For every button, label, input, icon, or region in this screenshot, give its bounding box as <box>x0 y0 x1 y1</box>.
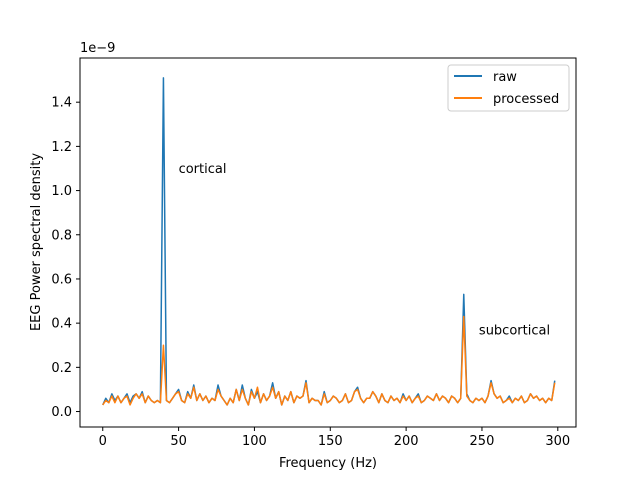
axes-frame <box>79 57 577 428</box>
x-tick-label: 150 <box>318 434 343 449</box>
y-tick-label: 0.2 <box>51 361 72 376</box>
annotation-subcortical: subcortical <box>479 323 550 338</box>
y-tick-label: 0.8 <box>51 228 72 243</box>
x-ticks: 0 50 100 150 200 250 300 <box>99 427 570 449</box>
x-tick-label: 250 <box>470 434 495 449</box>
x-axis-label: Frequency (Hz) <box>279 456 377 471</box>
x-tick-label: 0 <box>99 434 107 449</box>
y-tick-label: 0.6 <box>51 272 72 287</box>
y-tick-label: 1.2 <box>51 140 72 155</box>
x-tick-label: 100 <box>242 434 267 449</box>
series-layer <box>102 77 556 406</box>
y-tick-label: 1.0 <box>51 184 72 199</box>
x-tick-label: 300 <box>545 434 570 449</box>
x-tick-label: 200 <box>394 434 419 449</box>
legend: raw processed <box>447 64 570 112</box>
annotation-cortical: cortical <box>179 162 227 177</box>
y-tick-label: 1.4 <box>51 96 72 111</box>
legend-label-raw: raw <box>493 70 517 85</box>
y-ticks: 0.0 0.2 0.4 0.6 0.8 1.0 1.2 1.4 <box>51 96 80 420</box>
y-scale-offset: 1e−9 <box>80 41 115 56</box>
y-tick-label: 0.0 <box>51 405 72 420</box>
series-line-processed <box>102 315 556 406</box>
axes-background <box>80 58 576 427</box>
x-tick-label: 50 <box>170 434 187 449</box>
legend-label-processed: processed <box>493 92 559 107</box>
y-axis-label: EEG Power spectral density <box>29 153 44 331</box>
y-tick-label: 0.4 <box>51 317 72 332</box>
